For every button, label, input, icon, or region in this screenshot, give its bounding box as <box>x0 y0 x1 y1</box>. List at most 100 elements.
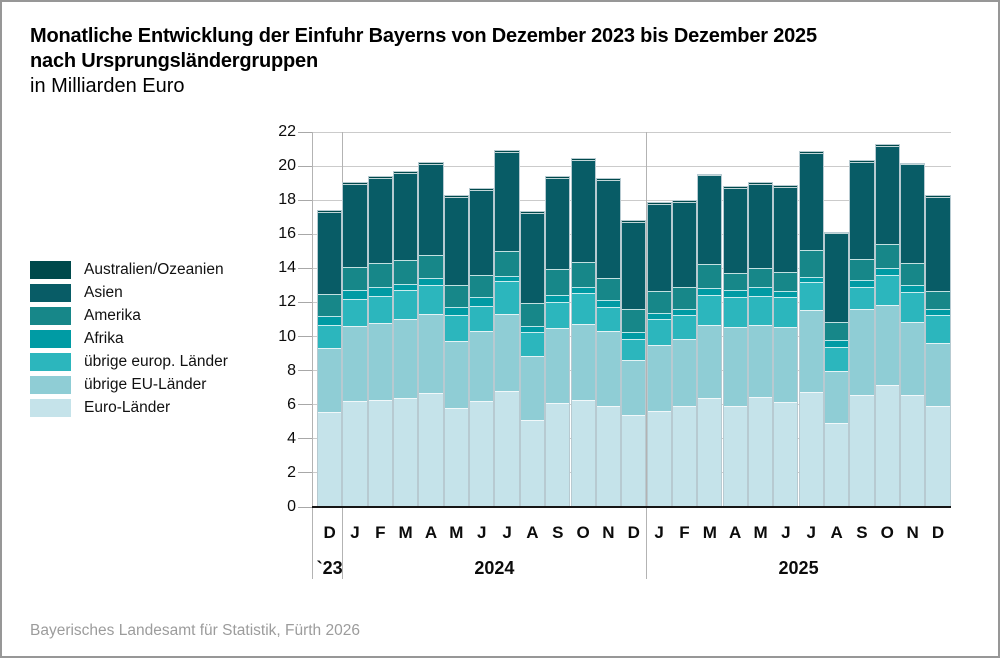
bar-18-J <box>774 185 798 507</box>
x-label-9: S <box>552 523 564 542</box>
bar-segment-australien_ozeanien <box>419 162 443 164</box>
y-tick-16 <box>298 233 312 235</box>
bar-segment-afrika <box>318 316 342 325</box>
bar-segment-asien <box>419 163 443 255</box>
bar-segment-uebrige_europ_laender <box>622 339 646 361</box>
gridline-22 <box>312 131 951 133</box>
bar-segment-australien_ozeanien <box>748 183 773 184</box>
bar-segment-euro_laender <box>470 401 494 507</box>
bar-segment-amerika <box>571 262 595 288</box>
bar-segment-australien_ozeanien <box>368 177 392 178</box>
bar-segment-uebrige_europ_laender <box>799 281 823 311</box>
bar-segment-afrika <box>672 309 697 316</box>
bar-11-N <box>596 178 621 507</box>
bar-segment-asien <box>394 172 418 260</box>
year-label-2024: 2024 <box>474 558 515 578</box>
bar-segment-amerika <box>368 263 392 288</box>
x-label-4: A <box>424 523 438 542</box>
bar-segment-afrika <box>926 309 950 316</box>
x-label-21: S <box>856 523 868 542</box>
bar-segment-euro_laender <box>926 406 950 507</box>
x-label-16: A <box>729 523 742 542</box>
bar-segment-uebrige_europ_laender <box>748 295 773 326</box>
bar-segment-euro_laender <box>343 401 367 507</box>
x-label-5: M <box>449 523 464 542</box>
bar-segment-uebrige_europ_laender <box>850 287 874 310</box>
bar-segment-afrika <box>444 306 468 316</box>
y-tick-18 <box>298 199 312 201</box>
bar-segment-uebrige_eu_laender <box>672 339 697 407</box>
title-subtitle: in Milliarden Euro <box>30 75 185 97</box>
legend-swatch-uebrige_europ_laender <box>30 353 71 371</box>
bar-segment-afrika <box>799 276 823 282</box>
bar-segment-uebrige_europ_laender <box>318 324 342 349</box>
legend-label-asien: Asien <box>84 284 123 301</box>
bar-segment-australien_ozeanien <box>647 202 671 204</box>
title-line-2: nach Ursprungsländergruppen <box>30 50 318 72</box>
bar-segment-afrika <box>520 326 544 333</box>
y-axis-label-8: 8 <box>287 361 296 379</box>
x-label-11: N <box>602 523 615 542</box>
y-tick-14 <box>298 267 312 269</box>
bar-segment-asien <box>698 175 722 265</box>
x-label-3: M <box>398 523 413 542</box>
title-line-1: Monatliche Entwicklung der Einfuhr Bayer… <box>30 25 817 47</box>
bar-segment-amerika <box>546 269 570 295</box>
bar-segment-asien <box>571 160 595 263</box>
bar-segment-euro_laender <box>318 411 342 507</box>
bar-segment-australien_ozeanien <box>774 185 798 187</box>
bar-segment-australien_ozeanien <box>723 187 747 189</box>
bar-segment-euro_laender <box>901 395 925 507</box>
bar-12-D <box>622 221 646 507</box>
chart-title-block: Monatliche Entwicklung der Einfuhr Bayer… <box>30 24 974 99</box>
legend-item-euro_laender: Euro-Länder <box>30 399 228 417</box>
legend-item-amerika: Amerika <box>30 307 228 325</box>
bar-segment-uebrige_eu_laender <box>825 370 849 423</box>
bar-segment-australien_ozeanien <box>799 152 823 154</box>
bar-segment-uebrige_eu_laender <box>875 304 899 386</box>
x-label-14: F <box>679 523 690 542</box>
y-axis-label-10: 10 <box>278 327 296 345</box>
bar-segment-australien_ozeanien <box>546 177 570 178</box>
y-axis-label-12: 12 <box>278 293 296 311</box>
bar-segment-uebrige_eu_laender <box>520 356 544 420</box>
bar-segment-uebrige_eu_laender <box>748 325 773 398</box>
bar-segment-asien <box>622 222 646 310</box>
bar-segment-australien_ozeanien <box>495 150 519 152</box>
x-label-22: O <box>880 523 894 542</box>
bar-segment-uebrige_eu_laender <box>343 326 367 402</box>
bar-segment-uebrige_europ_laender <box>419 284 443 315</box>
y-tick-6 <box>298 404 312 406</box>
bar-segment-asien <box>672 201 697 288</box>
bar-segment-uebrige_eu_laender <box>723 327 747 406</box>
y-axis-label-20: 20 <box>278 157 296 175</box>
bar-segment-amerika <box>748 268 773 288</box>
y-tick-12 <box>298 301 312 303</box>
bar-segment-uebrige_eu_laender <box>799 310 823 392</box>
bar-segment-uebrige_europ_laender <box>901 292 925 323</box>
bar-segment-uebrige_eu_laender <box>622 360 646 415</box>
bar-segment-afrika <box>571 287 595 294</box>
bar-4-A <box>419 162 443 507</box>
bar-segment-amerika <box>698 264 722 288</box>
bar-segment-uebrige_europ_laender <box>596 306 621 332</box>
bar-segment-asien <box>825 233 849 323</box>
bar-segment-australien_ozeanien <box>926 195 950 197</box>
bar-segment-euro_laender <box>495 391 519 507</box>
bar-9-S <box>546 177 570 507</box>
x-label-7: J <box>502 523 512 542</box>
bar-segment-asien <box>546 178 570 270</box>
bar-segment-asien <box>470 189 494 276</box>
legend-swatch-euro_laender <box>30 399 71 417</box>
legend-label-amerika: Amerika <box>84 307 141 324</box>
bar-segment-uebrige_eu_laender <box>368 322 392 400</box>
bar-segment-euro_laender <box>546 402 570 507</box>
bar-8-A <box>520 212 544 507</box>
bar-segment-euro_laender <box>723 405 747 507</box>
y-tick-8 <box>298 370 312 372</box>
bar-segment-afrika <box>698 287 722 295</box>
year-label-2025: 2025 <box>778 558 819 578</box>
bar-segment-uebrige_eu_laender <box>495 314 519 392</box>
bar-16-A <box>723 187 747 507</box>
